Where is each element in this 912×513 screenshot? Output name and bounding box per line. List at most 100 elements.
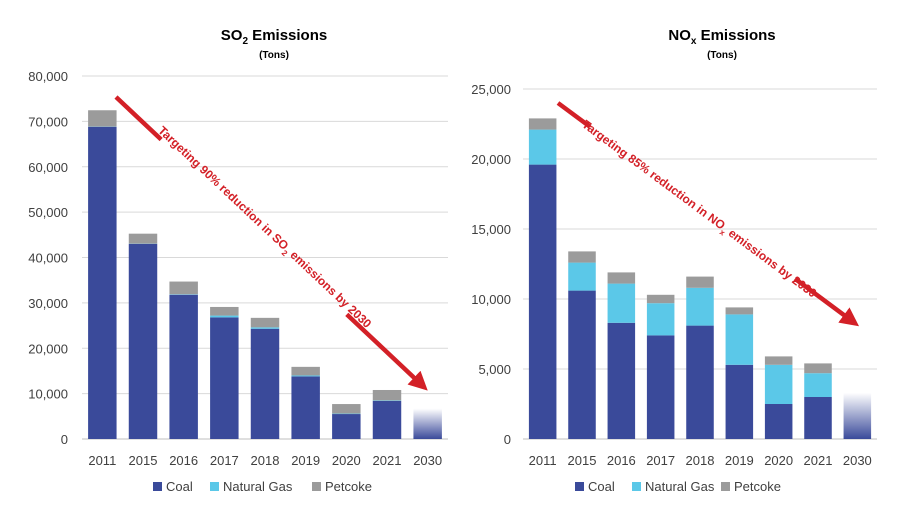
nox-y-tick-label: 5,000: [478, 362, 511, 377]
nox-bar-natural-gas-2021: [804, 373, 832, 397]
so2-chart-title: SO2 Emissions: [221, 27, 327, 47]
so2-y-tick-label: 60,000: [28, 160, 68, 175]
nox-x-axis-labels: 2011 2015 2016 2017 2018 2019 2020 2021 2030: [529, 453, 872, 468]
nox-bar-target-2030: [843, 392, 872, 439]
legend-label-natural-gas: Natural Gas: [645, 479, 715, 494]
so2-y-tick-label: 20,000: [28, 341, 68, 356]
nox-bar-petcoke-2011: [528, 118, 557, 130]
nox-bar-coal-2017: [646, 335, 675, 439]
nox-bar-natural-gas-2017: [646, 303, 675, 336]
nox-y-axis-labels: 0 5,000 10,000 15,000 20,000 25,000: [471, 82, 511, 447]
legend-label-coal: Coal: [588, 479, 615, 494]
nox-y-tick-label: 20,000: [471, 152, 511, 167]
so2-x-tick-label: 2011: [88, 453, 116, 468]
so2-bars: [88, 110, 442, 439]
so2-bar-petcoke-2016: [169, 281, 198, 295]
so2-y-axis-labels: 0 10,000 20,000 30,000 40,000 50,000 60,000 70,…: [28, 69, 68, 447]
so2-x-tick-label: 2021: [373, 453, 402, 468]
nox-bar-petcoke-2017: [646, 294, 675, 304]
legend-label-natural-gas: Natural Gas: [223, 479, 293, 494]
nox-x-tick-label: 2015: [568, 453, 597, 468]
so2-bar-target-2030: [413, 408, 442, 439]
nox-bar-petcoke-2021: [804, 363, 832, 374]
so2-bar-natural-gas-2017: [210, 315, 239, 318]
so2-bar-natural-gas-2018: [250, 327, 280, 329]
legend-swatch-petcoke: [312, 482, 321, 491]
so2-bar-petcoke-2018: [250, 317, 280, 328]
so2-chart-subtitle: (Tons): [259, 50, 289, 61]
so2-y-tick-label: 70,000: [28, 114, 68, 129]
so2-bar-coal-2017: [210, 317, 239, 439]
so2-bar-coal-2011: [88, 126, 117, 439]
so2-y-tick-label: 50,000: [28, 205, 68, 220]
so2-bar-petcoke-2019: [291, 366, 320, 376]
nox-bars: [528, 118, 872, 439]
so2-bar-coal-2016: [169, 294, 198, 439]
so2-bar-coal-2021: [372, 400, 402, 439]
so2-x-tick-label: 2019: [291, 453, 320, 468]
nox-bar-natural-gas-2018: [686, 287, 714, 326]
nox-chart-title: NOx Emissions: [668, 27, 775, 47]
nox-bar-coal-2021: [804, 397, 832, 439]
nox-bar-natural-gas-2016: [607, 283, 636, 323]
nox-bar-coal-2018: [686, 325, 714, 439]
nox-bar-natural-gas-2011: [528, 129, 557, 165]
nox-chart: NOx Emissions (Tons) 0 5,000 10,000 15,000 2…: [471, 27, 877, 494]
legend-swatch-coal: [153, 482, 162, 491]
legend-swatch-coal: [575, 482, 584, 491]
nox-bar-coal-2011: [528, 164, 557, 439]
so2-x-tick-label: 2018: [251, 453, 280, 468]
nox-x-tick-label: 2017: [646, 453, 675, 468]
nox-legend: Coal Natural Gas Petcoke: [575, 479, 781, 494]
so2-bar-coal-2018: [250, 328, 280, 439]
so2-bar-petcoke-2017: [210, 306, 239, 316]
nox-chart-subtitle: (Tons): [707, 50, 737, 61]
nox-trend-arrow: [556, 101, 860, 327]
nox-x-tick-label: 2020: [764, 453, 793, 468]
nox-x-tick-label: 2018: [686, 453, 715, 468]
nox-x-tick-label: 2030: [843, 453, 872, 468]
nox-bar-petcoke-2018: [686, 276, 714, 288]
so2-x-tick-label: 2017: [210, 453, 239, 468]
so2-bar-petcoke-2021: [372, 389, 402, 401]
so2-bar-coal-2019: [291, 376, 320, 439]
nox-bar-coal-2016: [607, 322, 636, 439]
nox-x-tick-label: 2016: [607, 453, 636, 468]
so2-bar-natural-gas-2019: [291, 375, 320, 377]
nox-y-tick-label: 0: [504, 432, 511, 447]
nox-y-tick-label: 25,000: [471, 82, 511, 97]
legend-label-coal: Coal: [166, 479, 193, 494]
nox-bar-petcoke-2020: [764, 356, 793, 365]
nox-y-tick-label: 10,000: [471, 292, 511, 307]
so2-y-tick-label: 30,000: [28, 296, 68, 311]
nox-bar-natural-gas-2019: [725, 314, 754, 365]
nox-bar-natural-gas-2015: [568, 262, 596, 291]
legend-swatch-natural-gas: [632, 482, 641, 491]
legend-label-petcoke: Petcoke: [325, 479, 372, 494]
nox-bar-coal-2020: [764, 404, 793, 439]
so2-trend-arrow: [114, 95, 428, 391]
so2-x-tick-label: 2016: [169, 453, 198, 468]
nox-bar-petcoke-2015: [568, 251, 596, 263]
so2-chart: SO2 Emissions (Tons) 0 10,000 20,000 30,000…: [28, 27, 448, 494]
so2-x-tick-label: 2030: [413, 453, 442, 468]
nox-bar-coal-2015: [568, 290, 596, 439]
nox-x-tick-label: 2021: [804, 453, 833, 468]
nox-x-tick-label: 2011: [529, 453, 557, 468]
so2-bar-coal-2020: [332, 414, 361, 439]
so2-bar-petcoke-2020: [332, 404, 361, 414]
so2-x-tick-label: 2015: [129, 453, 158, 468]
so2-bar-petcoke-2011: [88, 110, 117, 127]
nox-y-tick-label: 15,000: [471, 222, 511, 237]
so2-y-tick-label: 0: [61, 432, 68, 447]
nox-bar-natural-gas-2020: [764, 364, 793, 404]
legend-swatch-natural-gas: [210, 482, 219, 491]
nox-bar-petcoke-2019: [725, 307, 754, 315]
so2-legend: Coal Natural Gas Petcoke: [153, 479, 372, 494]
nox-bar-coal-2019: [725, 364, 754, 439]
so2-y-tick-label: 40,000: [28, 251, 68, 266]
nox-bar-petcoke-2016: [607, 272, 636, 284]
so2-x-axis-labels: 2011 2015 2016 2017 2018 2019 2020 2021 2030: [88, 453, 442, 468]
so2-bar-coal-2015: [128, 243, 158, 439]
